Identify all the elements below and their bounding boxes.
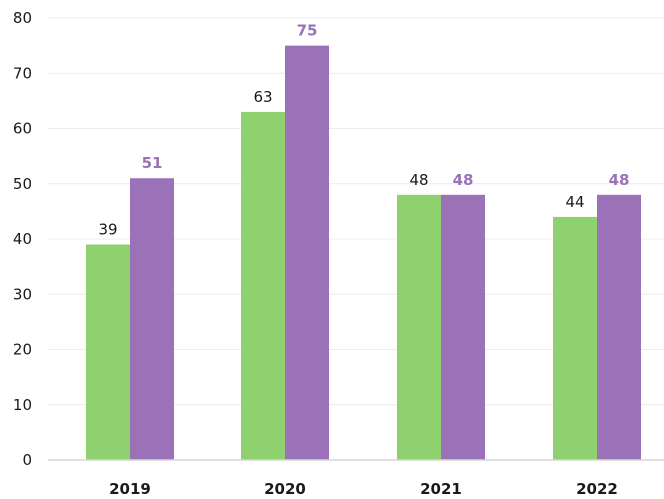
bar-2021-series-2 [441,194,485,461]
data-label: 63 [253,88,272,106]
y-tick-label: 10 [13,396,32,414]
x-tick-label: 2022 [576,480,618,498]
data-label: 75 [297,22,318,40]
data-labels: 39 51 63 75 48 48 44 48 [98,22,629,239]
y-tick-label: 60 [13,120,32,138]
bar-2022-series-2 [597,194,641,461]
y-tick-label: 50 [13,175,32,193]
data-label: 48 [453,171,474,189]
data-label: 51 [142,154,163,172]
y-axis: 0 10 20 30 40 50 60 70 80 [13,9,32,469]
y-tick-label: 40 [13,230,32,248]
bars [86,45,641,461]
x-tick-label: 2020 [264,480,306,498]
bar-2020-series-1 [241,111,285,461]
bar-2021-series-1 [397,194,441,461]
bar-2022-series-1 [553,216,597,460]
bar-2019-series-2 [130,178,174,460]
y-tick-label: 20 [13,341,32,359]
x-axis: 2019 2020 2021 2022 [48,459,664,498]
y-tick-label: 0 [22,451,32,469]
y-tick-label: 70 [13,64,32,82]
data-label: 44 [565,193,584,211]
x-tick-label: 2021 [420,480,462,498]
bar-2019-series-1 [86,244,130,460]
data-label: 48 [609,171,630,189]
y-tick-label: 30 [13,285,32,303]
data-label: 48 [409,171,428,189]
x-tick-label: 2019 [109,480,151,498]
bar-2020-series-2 [285,45,329,460]
data-label: 39 [98,221,117,239]
y-tick-label: 80 [13,9,32,27]
